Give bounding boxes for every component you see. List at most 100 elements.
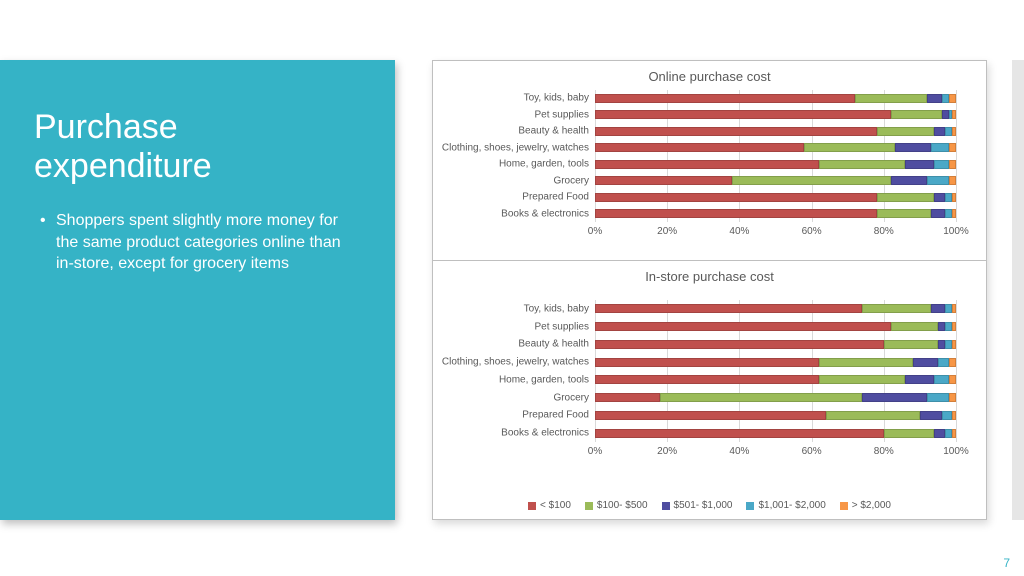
- category-label: Pet supplies: [535, 321, 595, 332]
- bar-row: [595, 357, 956, 367]
- bar-segment: [938, 340, 945, 349]
- bar-row: [595, 375, 956, 385]
- bar-segment: [595, 209, 877, 218]
- bar-segment: [952, 340, 956, 349]
- bar-row: [595, 410, 956, 420]
- legend-label: $1,001- $2,000: [758, 500, 825, 511]
- bar-row: [595, 143, 956, 153]
- bar-segment: [934, 127, 945, 136]
- bar-segment: [595, 143, 804, 152]
- x-tick-label: 80%: [874, 446, 894, 457]
- bar-segment: [952, 429, 956, 438]
- bar-row: [595, 192, 956, 202]
- bar-segment: [934, 375, 948, 384]
- category-label: Prepared Food: [522, 192, 595, 203]
- category-label: Clothing, shoes, jewelry, watches: [442, 142, 595, 153]
- category-label: Home, garden, tools: [499, 159, 595, 170]
- bar-segment: [595, 358, 819, 367]
- legend-item: > $2,000: [840, 500, 891, 511]
- grid-line: [956, 300, 957, 442]
- chart-instore: In-store purchase cost Toy, kids, babyPe…: [433, 261, 986, 519]
- legend-label: < $100: [540, 500, 571, 511]
- bar-row: [595, 322, 956, 332]
- legend-item: < $100: [528, 500, 571, 511]
- legend-swatch: [528, 502, 536, 510]
- bar-segment: [884, 429, 935, 438]
- x-tick-label: 20%: [657, 446, 677, 457]
- bar-segment: [595, 304, 862, 313]
- bar-segment: [949, 94, 956, 103]
- bar-segment: [949, 160, 956, 169]
- x-tick-label: 40%: [729, 226, 749, 237]
- category-label: Books & electronics: [501, 428, 595, 439]
- bar-row: [595, 126, 956, 136]
- bar-segment: [952, 110, 956, 119]
- bar-segment: [855, 94, 927, 103]
- page-number: 7: [1003, 556, 1010, 570]
- bar-segment: [949, 358, 956, 367]
- bar-segment: [938, 358, 949, 367]
- bar-segment: [934, 193, 945, 202]
- bar-segment: [927, 176, 949, 185]
- bar-segment: [949, 143, 956, 152]
- chart-online: Online purchase cost Toy, kids, babyPet …: [433, 61, 986, 261]
- bar-segment: [819, 358, 913, 367]
- x-tick-label: 100%: [943, 226, 969, 237]
- bar-segment: [891, 110, 942, 119]
- bar-segment: [945, 209, 952, 218]
- bar-segment: [595, 393, 660, 402]
- bar-segment: [927, 94, 941, 103]
- category-label: Toy, kids, baby: [524, 93, 595, 104]
- x-tick-label: 40%: [729, 446, 749, 457]
- bar-segment: [862, 393, 927, 402]
- bar-segment: [942, 110, 949, 119]
- bar-segment: [945, 429, 952, 438]
- x-tick-label: 0%: [588, 446, 602, 457]
- x-tick-label: 60%: [802, 226, 822, 237]
- bar-segment: [595, 193, 877, 202]
- grid-line: [956, 90, 957, 222]
- bar-segment: [895, 143, 931, 152]
- legend-swatch: [840, 502, 848, 510]
- plot-instore: Toy, kids, babyPet suppliesBeauty & heal…: [595, 300, 956, 460]
- category-label: Toy, kids, baby: [524, 303, 595, 314]
- bar-segment: [934, 429, 945, 438]
- bar-segment: [826, 411, 920, 420]
- bar-segment: [595, 429, 884, 438]
- bar-segment: [595, 110, 891, 119]
- bar-segment: [945, 193, 952, 202]
- bar-segment: [595, 340, 884, 349]
- bar-segment: [934, 160, 948, 169]
- bar-segment: [732, 176, 891, 185]
- bar-segment: [920, 411, 942, 420]
- bar-segment: [862, 304, 931, 313]
- x-tick-label: 100%: [943, 446, 969, 457]
- bar-row: [595, 393, 956, 403]
- bar-segment: [819, 160, 906, 169]
- bar-segment: [905, 375, 934, 384]
- bar-segment: [891, 322, 938, 331]
- x-tick-label: 60%: [802, 446, 822, 457]
- category-label: Beauty & health: [518, 126, 595, 137]
- bar-row: [595, 176, 956, 186]
- legend: < $100$100- $500$501- $1,000$1,001- $2,0…: [433, 500, 986, 511]
- bar-segment: [945, 127, 952, 136]
- legend-label: $100- $500: [597, 500, 648, 511]
- bar-segment: [931, 304, 945, 313]
- legend-swatch: [662, 502, 670, 510]
- chart-title-online: Online purchase cost: [433, 61, 986, 84]
- slide-title: Purchase expenditure: [34, 108, 361, 186]
- bar-segment: [952, 322, 956, 331]
- category-label: Grocery: [553, 175, 595, 186]
- bar-segment: [949, 375, 956, 384]
- bar-row: [595, 339, 956, 349]
- right-edge-stub: [1012, 60, 1024, 520]
- bar-segment: [952, 304, 956, 313]
- legend-item: $100- $500: [585, 500, 648, 511]
- x-tick-label: 0%: [588, 226, 602, 237]
- bar-segment: [942, 94, 949, 103]
- bar-segment: [952, 193, 956, 202]
- bar-segment: [884, 340, 938, 349]
- x-axis-labels: 0%20%40%60%80%100%: [595, 444, 956, 460]
- title-panel: Purchase expenditure Shoppers spent slig…: [0, 60, 395, 520]
